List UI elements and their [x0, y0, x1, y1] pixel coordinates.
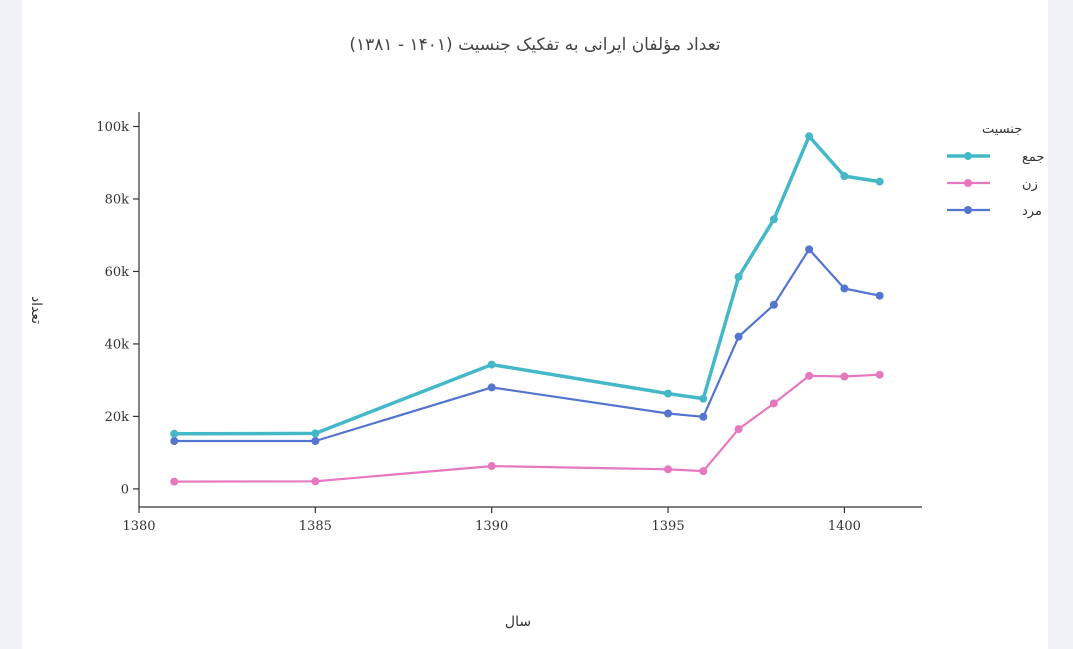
- data-point[interactable]: [840, 172, 849, 181]
- y-tick-label: 20k: [105, 410, 130, 425]
- data-point[interactable]: [170, 437, 179, 446]
- x-axis: 1380 1385 1390 1395 1400: [122, 507, 861, 534]
- x-tick-label: 1400: [828, 519, 861, 534]
- data-point[interactable]: [170, 429, 179, 438]
- data-point[interactable]: [875, 291, 884, 300]
- data-point[interactable]: [875, 370, 884, 379]
- data-point[interactable]: [734, 272, 743, 281]
- x-tick-label: 1380: [122, 519, 155, 534]
- legend-marker: [964, 152, 972, 160]
- data-point[interactable]: [487, 462, 496, 471]
- chart-card: تعداد مؤلفان ایرانی به تفکیک جنسیت (۱۴۰۱…: [22, 0, 1048, 649]
- series-مرد[interactable]: [170, 245, 884, 446]
- data-point[interactable]: [734, 425, 743, 434]
- data-point[interactable]: [664, 465, 673, 474]
- legend-item[interactable]: زن: [947, 177, 1038, 192]
- y-axis: 0 20k 40k 60k 80k 100k: [96, 120, 139, 497]
- data-point[interactable]: [734, 332, 743, 341]
- data-point[interactable]: [487, 383, 496, 392]
- data-point[interactable]: [769, 399, 778, 408]
- data-point[interactable]: [311, 437, 320, 446]
- data-point[interactable]: [840, 372, 849, 381]
- legend-label: جمع: [1022, 150, 1044, 165]
- y-tick-label: 0: [121, 482, 129, 497]
- legend-title: جنسیت: [982, 122, 1022, 137]
- series-زن[interactable]: [170, 370, 884, 486]
- data-point[interactable]: [170, 477, 179, 486]
- data-point[interactable]: [805, 245, 814, 254]
- data-point[interactable]: [699, 467, 708, 476]
- data-point[interactable]: [769, 215, 778, 224]
- data-point[interactable]: [664, 409, 673, 418]
- y-tick-label: 80k: [105, 192, 130, 207]
- x-tick-label: 1390: [475, 519, 508, 534]
- x-axis-label: سال: [505, 614, 531, 630]
- y-tick-label: 100k: [96, 120, 129, 135]
- legend-items[interactable]: جمع زن مرد: [947, 150, 1044, 219]
- y-tick-label: 40k: [105, 337, 130, 352]
- data-point[interactable]: [840, 284, 849, 293]
- data-point[interactable]: [805, 371, 814, 380]
- legend-label: مرد: [1022, 204, 1042, 219]
- data-point[interactable]: [875, 177, 884, 186]
- data-point[interactable]: [311, 477, 320, 486]
- chart-title: تعداد مؤلفان ایرانی به تفکیک جنسیت (۱۴۰۱…: [349, 35, 720, 55]
- legend[interactable]: جنسیت جمع زن مرد: [947, 122, 1044, 219]
- y-axis-label: تعداد: [28, 296, 44, 324]
- data-point[interactable]: [664, 389, 673, 398]
- series-line[interactable]: [174, 134, 880, 436]
- data-point[interactable]: [311, 429, 320, 438]
- legend-marker: [964, 179, 972, 187]
- y-tick-label: 60k: [105, 265, 130, 280]
- data-point[interactable]: [805, 132, 814, 141]
- series-line[interactable]: [174, 248, 880, 443]
- series-layer: [170, 132, 884, 486]
- legend-label: زن: [1022, 177, 1038, 192]
- legend-item[interactable]: مرد: [947, 204, 1042, 219]
- data-point[interactable]: [699, 412, 708, 421]
- data-point[interactable]: [769, 300, 778, 309]
- data-point[interactable]: [487, 360, 496, 369]
- x-tick-label: 1395: [652, 519, 685, 534]
- x-tick-label: 1385: [299, 519, 332, 534]
- data-point[interactable]: [699, 394, 708, 403]
- series-جمع[interactable]: [170, 132, 884, 438]
- line-chart: تعداد مؤلفان ایرانی به تفکیک جنسیت (۱۴۰۱…: [28, 35, 1044, 630]
- legend-item[interactable]: جمع: [947, 150, 1044, 165]
- series-line[interactable]: [174, 373, 880, 483]
- legend-marker: [964, 206, 972, 214]
